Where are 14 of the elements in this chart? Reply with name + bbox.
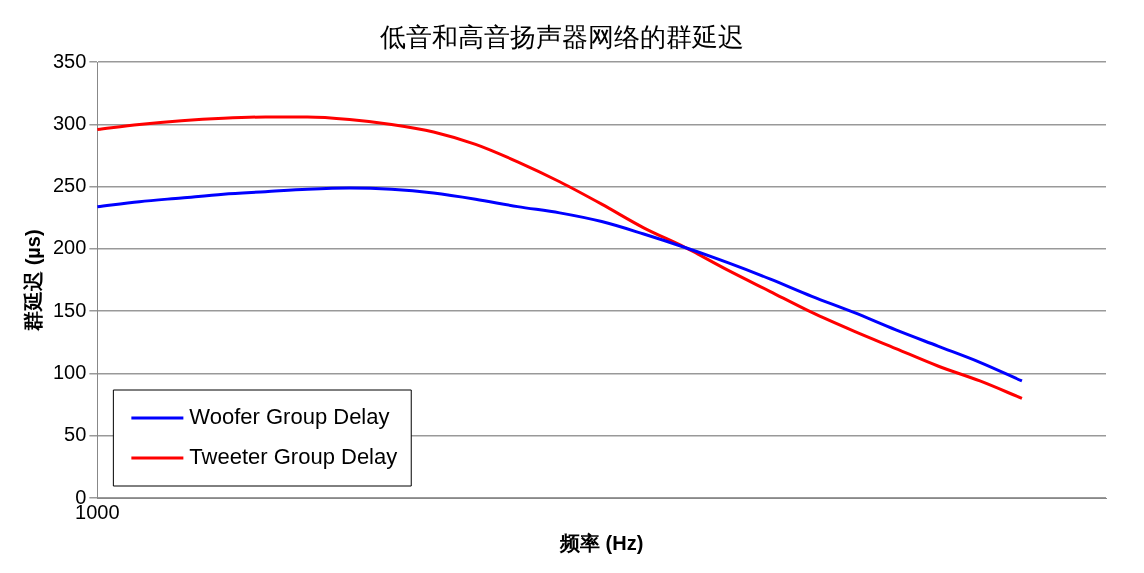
y-tick-label: 200 (52, 236, 87, 259)
y-tick-label: 100 (52, 361, 87, 383)
line-series (95, 186, 1024, 383)
legend-label: Woofer Group Delay (189, 404, 390, 430)
y-tick-label: 150 (52, 298, 87, 321)
y-tick-label: 350 (52, 49, 87, 72)
y-axis-title: 群延迟 (µs) (21, 229, 44, 332)
y-tick-label: 300 (52, 111, 87, 134)
y-tick-label: 50 (64, 423, 87, 446)
legend-label: Tweeter Group Delay (189, 444, 398, 470)
chart-title: 低音和高音扬声器网络的群延迟 (380, 21, 744, 52)
line-series (95, 115, 1024, 400)
y-tick-label: 250 (52, 174, 87, 197)
x-axis-title: 频率 (Hz) (559, 531, 644, 554)
